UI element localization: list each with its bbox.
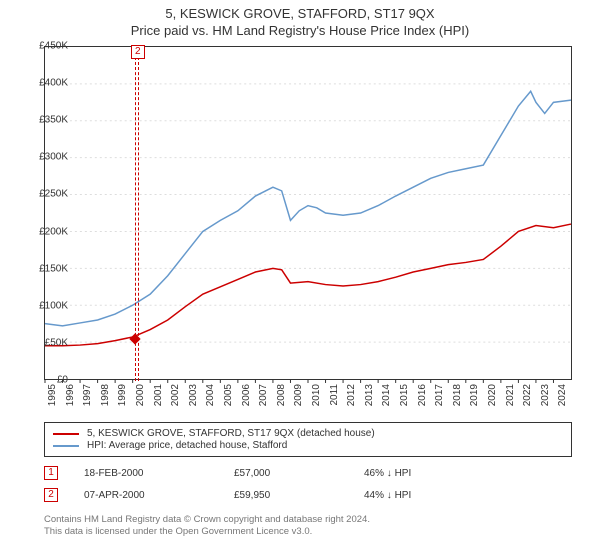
- x-axis-label: 2015: [399, 384, 410, 406]
- y-axis-label: £200K: [28, 226, 68, 237]
- x-axis-label: 2019: [469, 384, 480, 406]
- data-row-date: 18-FEB-2000: [84, 468, 234, 479]
- x-axis-label: 2022: [522, 384, 533, 406]
- chart-container: 5, KESWICK GROVE, STAFFORD, ST17 9QX Pri…: [0, 0, 600, 560]
- data-row-marker: 2: [44, 488, 58, 502]
- x-axis-label: 2009: [293, 384, 304, 406]
- legend-swatch: [53, 445, 79, 447]
- data-row: 2 07-APR-2000£59,95044% ↓ HPI: [44, 484, 572, 506]
- data-row: 1 18-FEB-2000£57,00046% ↓ HPI: [44, 462, 572, 484]
- x-axis-label: 2014: [381, 384, 392, 406]
- legend-swatch: [53, 433, 79, 435]
- x-axis-label: 1995: [47, 384, 58, 406]
- data-table: 1 18-FEB-2000£57,00046% ↓ HPI 2 07-APR-2000…: [44, 462, 572, 506]
- data-row-pct: 44% ↓ HPI: [364, 490, 494, 501]
- x-axis-label: 2001: [153, 384, 164, 406]
- data-row-pct: 46% ↓ HPI: [364, 468, 494, 479]
- x-axis-label: 2017: [434, 384, 445, 406]
- footer-line-2: This data is licensed under the Open Gov…: [44, 526, 572, 538]
- footer-attribution: Contains HM Land Registry data © Crown c…: [44, 514, 572, 539]
- x-axis-label: 2020: [487, 384, 498, 406]
- x-axis-label: 2004: [205, 384, 216, 406]
- x-axis-label: 2021: [505, 384, 516, 406]
- legend-row: HPI: Average price, detached house, Staf…: [53, 440, 563, 451]
- x-axis-label: 2005: [223, 384, 234, 406]
- x-axis-label: 2012: [346, 384, 357, 406]
- series-line-hpi: [45, 91, 571, 326]
- title-block: 5, KESWICK GROVE, STAFFORD, ST17 9QX Pri…: [0, 0, 600, 38]
- chart-plot-area: 2: [44, 46, 572, 380]
- x-axis-label: 2007: [258, 384, 269, 406]
- legend-box: 5, KESWICK GROVE, STAFFORD, ST17 9QX (de…: [44, 422, 572, 457]
- y-axis-label: £100K: [28, 300, 68, 311]
- y-axis-label: £400K: [28, 78, 68, 89]
- x-axis-label: 1999: [117, 384, 128, 406]
- x-axis-label: 2023: [540, 384, 551, 406]
- x-axis-label: 2013: [364, 384, 375, 406]
- x-axis-label: 1998: [100, 384, 111, 406]
- chart-svg: [45, 47, 571, 379]
- x-axis-label: 2002: [170, 384, 181, 406]
- data-row-price: £57,000: [234, 468, 364, 479]
- footer-line-1: Contains HM Land Registry data © Crown c…: [44, 514, 572, 526]
- y-axis-label: £50K: [28, 337, 68, 348]
- legend-label: HPI: Average price, detached house, Staf…: [87, 440, 287, 451]
- x-axis-label: 2016: [417, 384, 428, 406]
- marker-vline-2: [138, 47, 139, 381]
- marker-box-2: 2: [131, 45, 145, 59]
- title-main: 5, KESWICK GROVE, STAFFORD, ST17 9QX: [0, 6, 600, 21]
- x-axis-label: 2000: [135, 384, 146, 406]
- x-axis-label: 2008: [276, 384, 287, 406]
- y-axis-label: £300K: [28, 152, 68, 163]
- data-row-date: 07-APR-2000: [84, 490, 234, 501]
- x-axis-label: 2006: [241, 384, 252, 406]
- x-axis-label: 1996: [65, 384, 76, 406]
- data-row-marker: 1: [44, 466, 58, 480]
- x-axis-label: 2010: [311, 384, 322, 406]
- y-axis-label: £250K: [28, 189, 68, 200]
- series-line-property_price: [45, 224, 571, 346]
- legend-row: 5, KESWICK GROVE, STAFFORD, ST17 9QX (de…: [53, 428, 563, 439]
- x-axis-label: 2018: [452, 384, 463, 406]
- title-sub: Price paid vs. HM Land Registry's House …: [0, 23, 600, 38]
- x-axis-label: 2003: [188, 384, 199, 406]
- legend-label: 5, KESWICK GROVE, STAFFORD, ST17 9QX (de…: [87, 428, 375, 439]
- data-row-price: £59,950: [234, 490, 364, 501]
- x-axis-label: 2024: [557, 384, 568, 406]
- y-axis-label: £150K: [28, 263, 68, 274]
- x-axis-label: 1997: [82, 384, 93, 406]
- marker-vline-1: [135, 47, 136, 381]
- y-axis-label: £450K: [28, 41, 68, 52]
- y-axis-label: £350K: [28, 115, 68, 126]
- x-axis-label: 2011: [329, 384, 340, 406]
